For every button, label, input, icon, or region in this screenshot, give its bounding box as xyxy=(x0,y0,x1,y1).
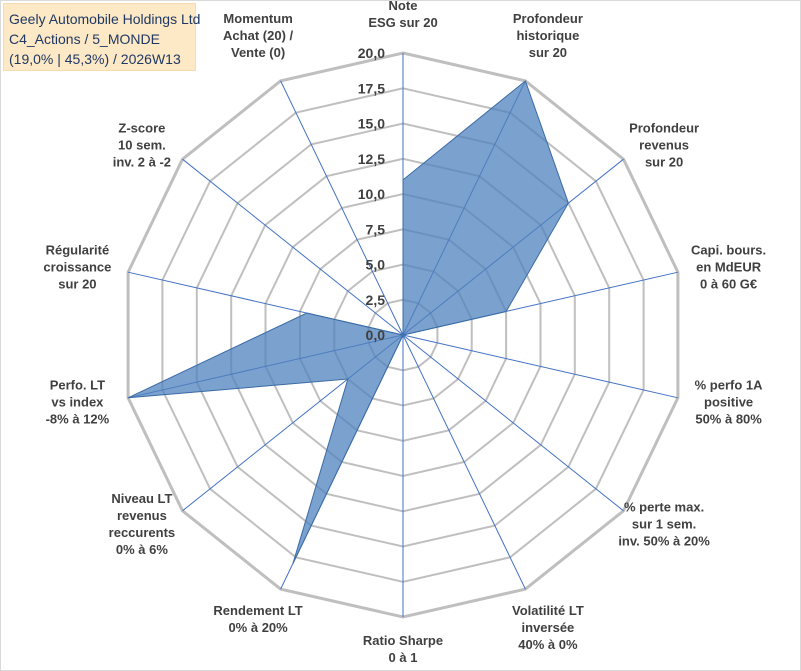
tick-label: 7,5 xyxy=(366,221,386,237)
category-label: Z-score 10 sem. inv. 2 à -2 xyxy=(113,121,171,170)
category-label: Ratio Sharpe 0 à 1 xyxy=(363,633,443,665)
category-label: % perfo 1A positive 50% à 80% xyxy=(695,378,764,427)
category-label-line: revenus xyxy=(639,138,689,153)
series-point xyxy=(306,312,308,314)
category-label-line: -8% à 12% xyxy=(46,412,110,427)
tick-label: 17,5 xyxy=(358,80,385,96)
category-label: Profondeur historique sur 20 xyxy=(513,11,583,60)
category-label-line: Momentum xyxy=(223,11,292,26)
series-point xyxy=(127,397,129,399)
category-label-line: 0 à 60 G€ xyxy=(700,276,757,291)
series-area xyxy=(127,80,569,564)
category-label-line: 0% à 20% xyxy=(228,620,288,635)
category-label-line: 10 sem. xyxy=(118,138,166,153)
category-label-line: sur 1 sem. xyxy=(632,517,696,532)
category-label-line: Z-score xyxy=(118,121,165,136)
category-label: Note ESG sur 20 xyxy=(368,0,437,30)
tick-label: 2,5 xyxy=(366,292,386,308)
category-label-line: 50% à 80% xyxy=(695,412,762,427)
series-point xyxy=(524,80,526,82)
category-label-line: inv. 2 à -2 xyxy=(113,155,171,170)
category-label-line: Profondeur xyxy=(513,11,583,26)
category-label-line: positive xyxy=(704,395,753,410)
axis-spoke xyxy=(402,334,624,512)
category-label: Perfo. LT vs index -8% à 12% xyxy=(46,378,110,427)
category-label-line: % perfo 1A xyxy=(695,378,764,393)
radar-series xyxy=(127,80,569,565)
title-line-1: Geely Automobile Holdings Ltd xyxy=(9,11,201,27)
series-point xyxy=(292,563,294,565)
tick-label: 12,5 xyxy=(358,151,385,167)
category-label: Rendement LT 0% à 20% xyxy=(213,603,302,635)
category-label-line: Niveau LT xyxy=(111,491,172,506)
title-line-2: C4_Actions / 5_MONDE xyxy=(9,31,160,47)
category-label-line: ESG sur 20 xyxy=(368,15,437,30)
category-label: Volatilité LT inversée 40% à 0% xyxy=(512,603,584,652)
axis-spoke xyxy=(402,334,679,399)
series-point xyxy=(567,202,569,204)
category-label-line: Ratio Sharpe xyxy=(363,633,443,648)
tick-label: 20,0 xyxy=(358,45,385,61)
category-label-line: Vente (0) xyxy=(231,45,285,60)
category-label: Momentum Achat (20) / Vente (0) xyxy=(223,11,293,60)
title-line-3: (19,0% | 45,3%) / 2026W13 xyxy=(9,51,181,67)
series-point xyxy=(402,334,404,336)
series-point xyxy=(347,378,349,380)
category-label-line: reccurents xyxy=(109,525,175,540)
series-point xyxy=(505,311,507,312)
category-label-line: Rendement LT xyxy=(213,603,302,618)
category-label-line: en MdEUR xyxy=(696,259,762,274)
category-label: Capi. bours. en MdEUR 0 à 60 G€ xyxy=(691,242,766,291)
category-label-line: inv. 50% à 20% xyxy=(618,534,710,549)
radar-category-labels: Note ESG sur 20 Profondeur historique sur 20… xyxy=(43,0,766,665)
series-point xyxy=(402,179,404,181)
tick-label: 0,0 xyxy=(366,327,386,343)
chart-title-box: Geely Automobile Holdings Ltd C4_Actions… xyxy=(3,3,201,71)
category-label: Profondeur revenus sur 20 xyxy=(629,121,699,170)
tick-label: 10,0 xyxy=(358,186,385,202)
radar-tick-labels: 0,0 2,5 5,0 7,5 10,0 12,5 15,0 17,5 20,0 xyxy=(358,45,385,343)
tick-label: 15,0 xyxy=(358,116,385,132)
category-label-line: revenus xyxy=(117,508,167,523)
category-label-line: Perfo. LT xyxy=(50,378,105,393)
category-label: % perte max. sur 1 sem. inv. 50% à 20% xyxy=(618,500,710,549)
category-label-line: Note xyxy=(389,0,418,13)
category-label-line: inversée xyxy=(522,620,575,635)
category-label-line: % perte max. xyxy=(624,500,704,515)
axis-spoke xyxy=(402,334,526,590)
category-label-line: Régularité xyxy=(46,242,110,257)
category-label-line: 0 à 1 xyxy=(389,650,418,665)
category-label: Niveau LT revenus reccurents 0% à 6% xyxy=(109,491,175,557)
category-label-line: Achat (20) / xyxy=(223,28,293,43)
tick-label: 5,0 xyxy=(366,257,386,273)
category-label-line: Volatilité LT xyxy=(512,603,584,618)
category-label-line: sur 20 xyxy=(58,276,96,291)
category-label-line: 0% à 6% xyxy=(116,542,168,557)
category-label-line: 40% à 0% xyxy=(518,637,578,652)
axis-spoke xyxy=(182,158,404,336)
category-label: Régularité croissance sur 20 xyxy=(43,242,111,291)
category-label-line: croissance xyxy=(43,259,111,274)
category-label-line: historique xyxy=(516,28,579,43)
category-label-line: Capi. bours. xyxy=(691,242,766,257)
category-label-line: sur 20 xyxy=(529,45,567,60)
category-label-line: Profondeur xyxy=(629,121,699,136)
axis-spoke xyxy=(280,80,404,336)
category-label-line: sur 20 xyxy=(645,155,683,170)
category-label-line: vs index xyxy=(51,395,104,410)
